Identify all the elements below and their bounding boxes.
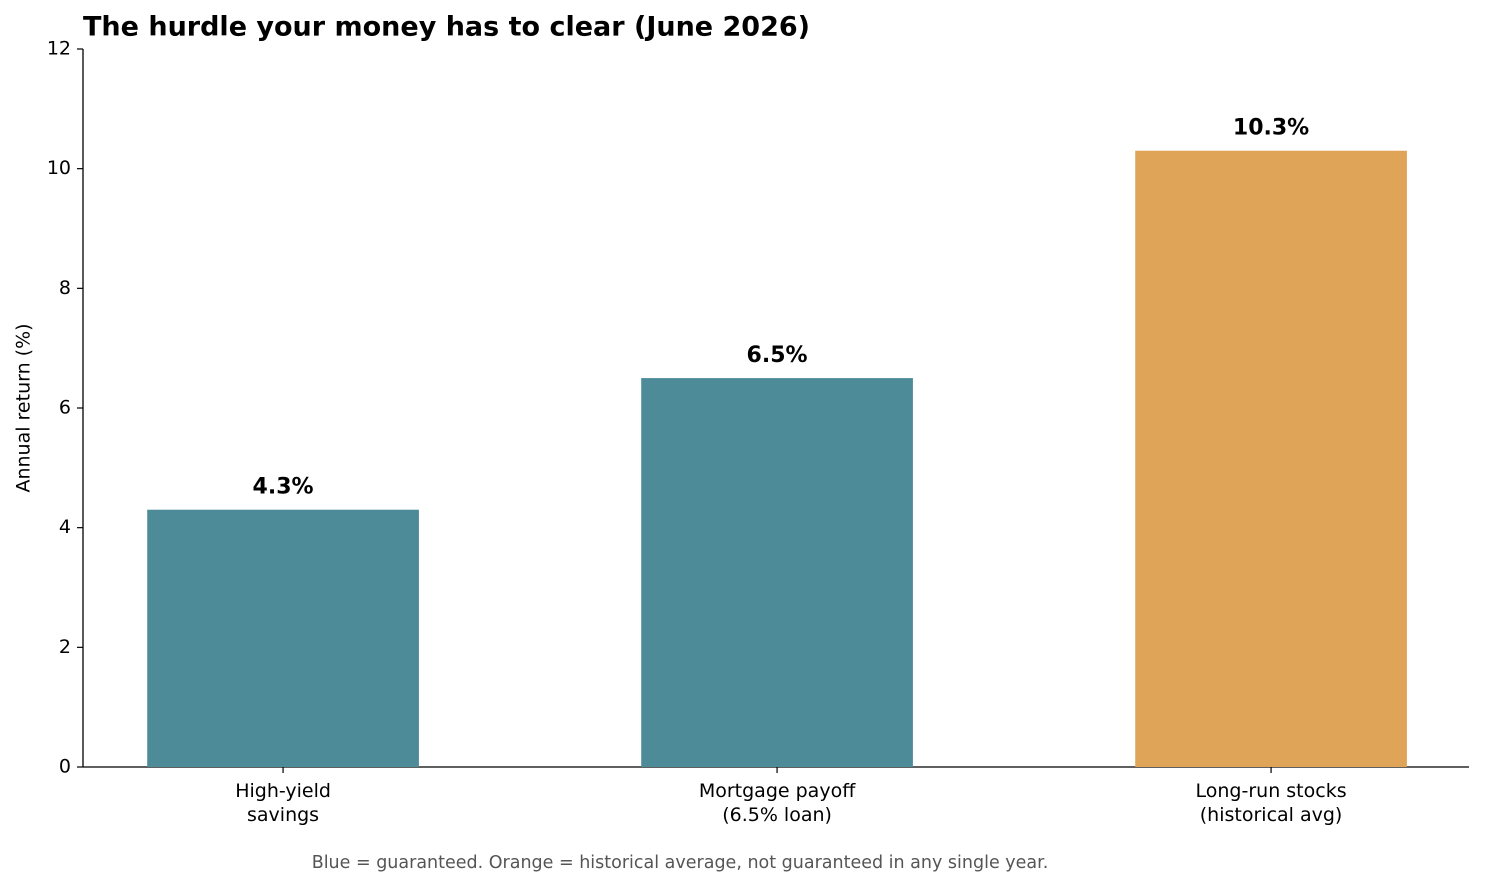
y-axis-label: Annual return (%) bbox=[13, 323, 35, 492]
y-tick-label: 8 bbox=[59, 277, 71, 299]
y-tick-label: 0 bbox=[59, 756, 71, 778]
y-tick-label: 10 bbox=[47, 157, 71, 179]
x-tick-label: High-yield savings bbox=[235, 780, 331, 826]
bar bbox=[147, 509, 419, 767]
y-tick-label: 2 bbox=[59, 636, 71, 658]
x-tick-label: Long-run stocks (historical avg) bbox=[1195, 780, 1347, 826]
x-tick-label: Mortgage payoff (6.5% loan) bbox=[698, 780, 856, 826]
y-tick-label: 4 bbox=[59, 516, 71, 538]
y-tick-label: 12 bbox=[47, 38, 71, 60]
y-tick-label: 6 bbox=[59, 397, 71, 419]
bar bbox=[1135, 150, 1407, 767]
bar bbox=[641, 378, 913, 767]
value-label: 10.3% bbox=[1233, 116, 1309, 141]
footnote: Blue = guaranteed. Orange = historical a… bbox=[312, 853, 1049, 873]
value-label: 4.3% bbox=[253, 475, 314, 500]
value-label: 6.5% bbox=[747, 343, 808, 368]
chart-title: The hurdle your money has to clear (June… bbox=[83, 12, 810, 43]
